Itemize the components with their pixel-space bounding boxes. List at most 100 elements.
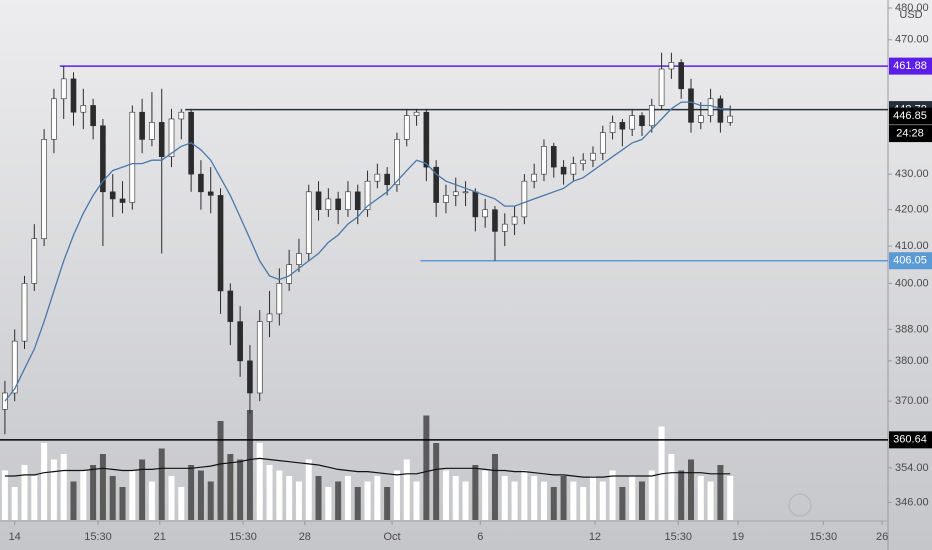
watermark <box>788 493 812 517</box>
volume-bar <box>599 481 606 520</box>
volume-bar <box>207 481 214 520</box>
countdown: 24:28 <box>896 127 924 139</box>
candle-body <box>413 111 420 116</box>
candle-body <box>90 105 96 127</box>
x-tick-label: 14 <box>9 531 21 543</box>
candle-body <box>129 111 136 203</box>
candle-body <box>609 122 616 133</box>
volume-bar <box>550 487 557 520</box>
volume-bar <box>99 454 106 520</box>
candle-body <box>492 209 498 232</box>
y-tick-label: 420.00 <box>895 204 929 216</box>
candle-body <box>433 166 439 203</box>
volume-bar <box>148 481 155 520</box>
volume-bar <box>168 476 175 520</box>
level-label: 406.05 <box>893 255 927 267</box>
volume-bar <box>707 481 714 520</box>
x-tick-label: 21 <box>154 531 166 543</box>
candle-body <box>599 132 606 154</box>
volume-bar <box>403 459 410 520</box>
candle-body <box>678 62 684 90</box>
volume-bar <box>717 465 724 520</box>
y-tick-label: 410.00 <box>895 240 929 252</box>
candle-body <box>198 173 204 193</box>
volume-bar <box>305 459 312 520</box>
y-tick-label: 354.00 <box>895 462 929 474</box>
volume-bar <box>295 481 302 520</box>
candle-body <box>697 115 704 123</box>
volume-bar <box>325 487 332 520</box>
candle-body <box>364 180 371 210</box>
x-tick-label: 15:30 <box>810 531 838 543</box>
volume-bar <box>217 421 224 520</box>
volume-bar <box>354 487 361 520</box>
candle-body <box>60 78 67 100</box>
level-label-box <box>889 57 932 75</box>
volume-bar <box>1 470 8 520</box>
volume-bar <box>570 481 577 520</box>
volume-bar <box>41 443 48 520</box>
candle-body <box>266 313 273 322</box>
volume-bar <box>335 481 342 520</box>
x-tick-label: Oct <box>383 531 400 543</box>
candle-body <box>688 88 694 123</box>
candle-body <box>482 209 488 218</box>
volume-bar <box>638 481 645 520</box>
candle-body <box>305 191 312 254</box>
last-price-label: 446.85 <box>893 110 927 122</box>
candle-body <box>629 115 635 130</box>
volume-bar <box>109 476 116 520</box>
volume-bar <box>511 481 518 520</box>
candle-body <box>21 283 28 342</box>
volume-bar <box>609 470 616 520</box>
candle-body <box>2 392 8 410</box>
level-label-box <box>889 431 932 449</box>
volume-bar <box>491 454 498 520</box>
volume-bar <box>197 470 204 520</box>
candle-body <box>335 198 341 210</box>
level-label-box <box>889 252 932 270</box>
volume-bar <box>80 470 87 520</box>
x-tick-label: 6 <box>477 531 483 543</box>
candle-body <box>550 146 557 168</box>
candle-body <box>580 159 586 164</box>
x-tick-label: 19 <box>732 531 744 543</box>
volume-bar <box>678 470 685 520</box>
candle-body <box>315 191 322 210</box>
volume-bar <box>188 465 195 520</box>
candle-body <box>511 216 518 225</box>
volume-bar <box>560 476 567 520</box>
candle-body <box>31 238 38 284</box>
volume-bar <box>227 454 234 520</box>
candle-body <box>472 191 479 218</box>
volume-bar <box>472 465 479 520</box>
candle-body <box>80 105 87 113</box>
volume-bar <box>384 487 391 520</box>
candle-body <box>531 173 537 182</box>
x-tick-label: 15:30 <box>664 531 692 543</box>
volume-bar <box>246 410 253 520</box>
volume-bar <box>129 470 136 520</box>
volume-bar <box>540 481 547 520</box>
volume-bar <box>619 487 626 520</box>
volume-bar <box>580 487 587 520</box>
candle-body <box>207 191 214 196</box>
y-tick-label: 430.00 <box>895 168 929 180</box>
volume-bar <box>452 476 459 520</box>
candle-body <box>727 115 733 123</box>
volume-bar <box>11 487 18 520</box>
x-tick-label: 15:30 <box>84 531 112 543</box>
candle-body <box>276 283 283 315</box>
candle-body <box>227 290 234 322</box>
volume-bar <box>442 470 449 520</box>
candle-body <box>423 111 430 168</box>
level-label: 461.88 <box>893 60 927 72</box>
volume-bar <box>266 465 273 520</box>
candle-body <box>570 163 577 175</box>
volume-bar <box>433 443 440 520</box>
y-tick-label: 480.00 <box>895 2 929 14</box>
volume-bar <box>60 454 67 520</box>
candle-body <box>354 191 361 210</box>
ma-line <box>4 101 731 402</box>
